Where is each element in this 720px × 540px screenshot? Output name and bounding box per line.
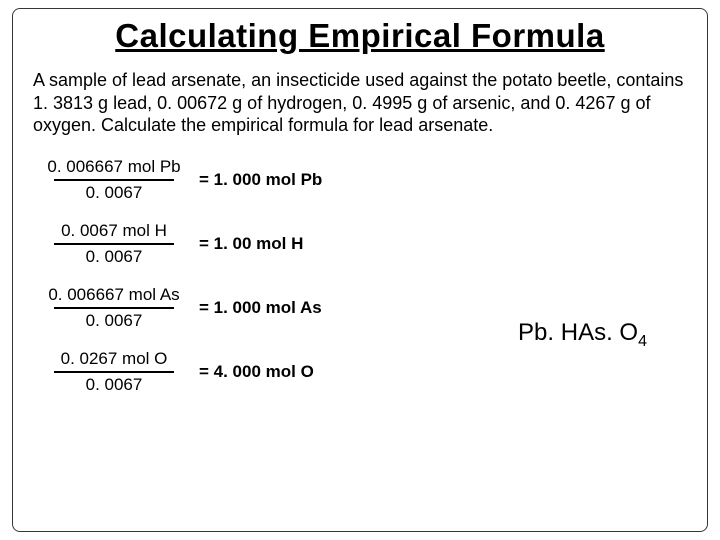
fraction: 0. 0267 mol O 0. 0067 <box>39 349 189 395</box>
numerator: 0. 006667 mol Pb <box>43 157 184 179</box>
result: = 4. 000 mol O <box>199 362 314 382</box>
numerator: 0. 0267 mol O <box>57 349 172 371</box>
calc-row-o: 0. 0267 mol O 0. 0067 = 4. 000 mol O <box>39 349 687 395</box>
empirical-formula-answer: Pb. HAs. O4 <box>518 319 647 351</box>
numerator: 0. 0067 mol H <box>57 221 171 243</box>
denominator: 0. 0067 <box>86 181 143 203</box>
denominator: 0. 0067 <box>86 309 143 331</box>
fraction: 0. 006667 mol Pb 0. 0067 <box>39 157 189 203</box>
slide-frame: Calculating Empirical Formula A sample o… <box>12 8 708 532</box>
calc-row-h: 0. 0067 mol H 0. 0067 = 1. 00 mol H <box>39 221 687 267</box>
problem-statement: A sample of lead arsenate, an insecticid… <box>33 69 687 137</box>
denominator: 0. 0067 <box>86 245 143 267</box>
answer-main: Pb. HAs. O <box>518 319 638 346</box>
slide-title: Calculating Empirical Formula <box>33 17 687 55</box>
calc-row-pb: 0. 006667 mol Pb 0. 0067 = 1. 000 mol Pb <box>39 157 687 203</box>
result: = 1. 000 mol As <box>199 298 322 318</box>
result: = 1. 000 mol Pb <box>199 170 322 190</box>
fraction: 0. 0067 mol H 0. 0067 <box>39 221 189 267</box>
answer-subscript: 4 <box>638 333 647 350</box>
denominator: 0. 0067 <box>86 373 143 395</box>
calculations: 0. 006667 mol Pb 0. 0067 = 1. 000 mol Pb… <box>33 157 687 395</box>
fraction: 0. 006667 mol As 0. 0067 <box>39 285 189 331</box>
result: = 1. 00 mol H <box>199 234 303 254</box>
numerator: 0. 006667 mol As <box>44 285 183 307</box>
